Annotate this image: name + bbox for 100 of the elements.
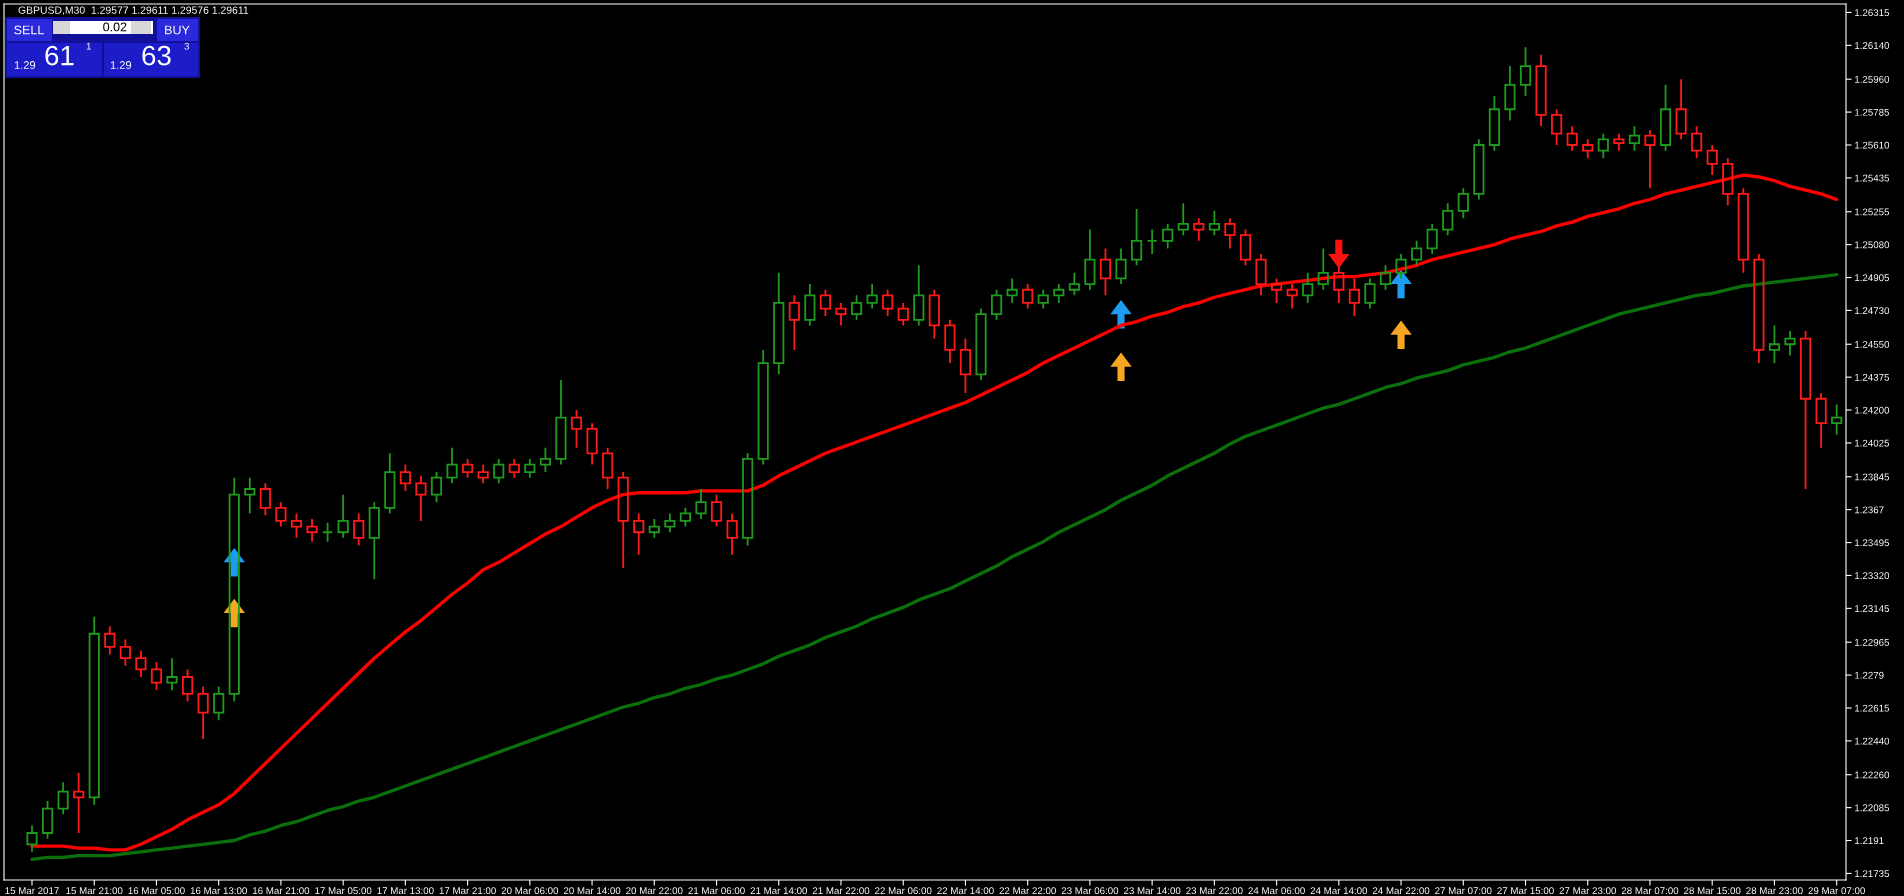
candlestick [41, 800, 54, 840]
point [223, 548, 245, 577]
x-tick-label: 22 Mar 14:00 [937, 887, 994, 895]
x-tick-label: 23 Mar 14:00 [1123, 887, 1181, 895]
candlestick [1768, 324, 1781, 364]
candlestick [182, 668, 194, 703]
candlestick [1239, 228, 1252, 267]
candlestick [1784, 330, 1796, 357]
x-tick-label: 22 Mar 06:00 [875, 887, 932, 895]
candlestick [1395, 253, 1407, 280]
annotation: SELL [14, 25, 44, 35]
y-tick-label: 1.25435 [1855, 174, 1890, 182]
candlestick [1022, 283, 1034, 310]
point [1110, 352, 1132, 382]
y-tick-label: 1.24025 [1855, 439, 1890, 447]
candlestick [1286, 283, 1298, 310]
candlestick [1799, 330, 1812, 490]
candlestick [539, 446, 551, 473]
x-tick-label: 24 Mar 06:00 [1248, 887, 1305, 895]
candlestick [1442, 202, 1454, 237]
candlestick [244, 476, 256, 515]
candlestick [1271, 277, 1283, 304]
candlestick [1691, 125, 1703, 160]
candlestick [166, 657, 178, 692]
y-tick-label: 1.25255 [1855, 208, 1890, 216]
x-tick-label: 23 Mar 22:00 [1186, 887, 1243, 895]
candlestick [1084, 228, 1096, 291]
annotation: 0.02 [103, 22, 127, 32]
y-tick-label: 1.25960 [1855, 75, 1890, 83]
candlestick [1519, 46, 1532, 98]
candlestick [726, 512, 738, 556]
candlestick [1488, 95, 1500, 152]
candlestick [1379, 264, 1392, 291]
x-tick-label: 28 Mar 23:00 [1746, 887, 1803, 895]
candlestick [1815, 392, 1827, 449]
candlestick [804, 283, 816, 327]
candlestick [259, 482, 271, 517]
x-tick-label: 28 Mar 07:00 [1621, 887, 1679, 895]
candlestick [742, 452, 754, 547]
candlestick [1317, 247, 1329, 291]
candlestick [1348, 277, 1360, 317]
candlestick [399, 463, 411, 492]
y-tick-label: 1.25610 [1855, 141, 1890, 149]
x-tick-label: 16 Mar 21:00 [253, 887, 310, 895]
candlestick [1364, 277, 1376, 310]
y-tick-label: 1.26315 [1855, 9, 1890, 17]
x-tick-label: 24 Mar 22:00 [1372, 887, 1430, 895]
candlestick [850, 294, 863, 321]
candlestick [1255, 253, 1267, 297]
y-tick-label: 1.25785 [1855, 108, 1890, 116]
y-tick-label: 1.23320 [1855, 572, 1890, 580]
x-tick-label: 17 Mar 05:00 [315, 887, 372, 895]
candlestick [1722, 157, 1734, 207]
candlestick [57, 781, 69, 816]
candlestick [1628, 125, 1640, 152]
y-tick-label: 1.2279 [1855, 671, 1884, 679]
candlestick [228, 476, 240, 703]
candlestick [1457, 187, 1469, 220]
candlestick [617, 471, 629, 569]
candlestick [1566, 125, 1578, 152]
candlestick [477, 463, 489, 485]
candlestick [866, 283, 878, 310]
candlestick [1224, 217, 1236, 250]
candlestick [928, 288, 940, 340]
candlestick [648, 518, 660, 539]
candlestick [975, 307, 987, 381]
candlestick [1193, 217, 1205, 242]
line-series [30, 173, 1839, 852]
candlestick [664, 512, 676, 534]
candlestick [73, 771, 85, 834]
x-tick-label: 17 Mar 13:00 [377, 887, 434, 895]
y-tick-label: 1.22965 [1855, 638, 1890, 646]
candlestick [508, 458, 520, 479]
x-tick-label: 29 Mar 07:00 [1808, 887, 1865, 895]
candlestick [695, 488, 707, 520]
candlestick [882, 288, 894, 317]
point [1328, 239, 1350, 269]
candlestick [322, 521, 334, 543]
x-tick-label: 27 Mar 15:00 [1497, 887, 1554, 895]
candlestick [1706, 144, 1718, 176]
candlestick [990, 288, 1003, 321]
annotation: 63 [142, 45, 171, 66]
candlestick [1131, 207, 1143, 267]
candlestick [1473, 138, 1485, 201]
candlestick [1831, 403, 1843, 436]
candlestick [197, 685, 209, 740]
x-tick-label: 22 Mar 22:00 [999, 887, 1056, 895]
candlestick [135, 649, 147, 678]
annotation: 1.29 [14, 61, 36, 69]
candlestick [1068, 271, 1080, 297]
candlestick [213, 685, 225, 722]
y-tick-label: 1.23845 [1855, 473, 1890, 481]
y-tick-label: 1.24200 [1855, 406, 1890, 414]
x-tick-label: 21 Mar 06:00 [688, 887, 745, 895]
y-tick-label: 1.2367 [1855, 506, 1884, 514]
candlestick [368, 501, 380, 581]
candlestick [1162, 223, 1174, 250]
x-tick-label: 28 Mar 15:00 [1684, 887, 1741, 895]
candlestick [1426, 223, 1438, 255]
x-tick-label: 16 Mar 13:00 [190, 887, 247, 895]
